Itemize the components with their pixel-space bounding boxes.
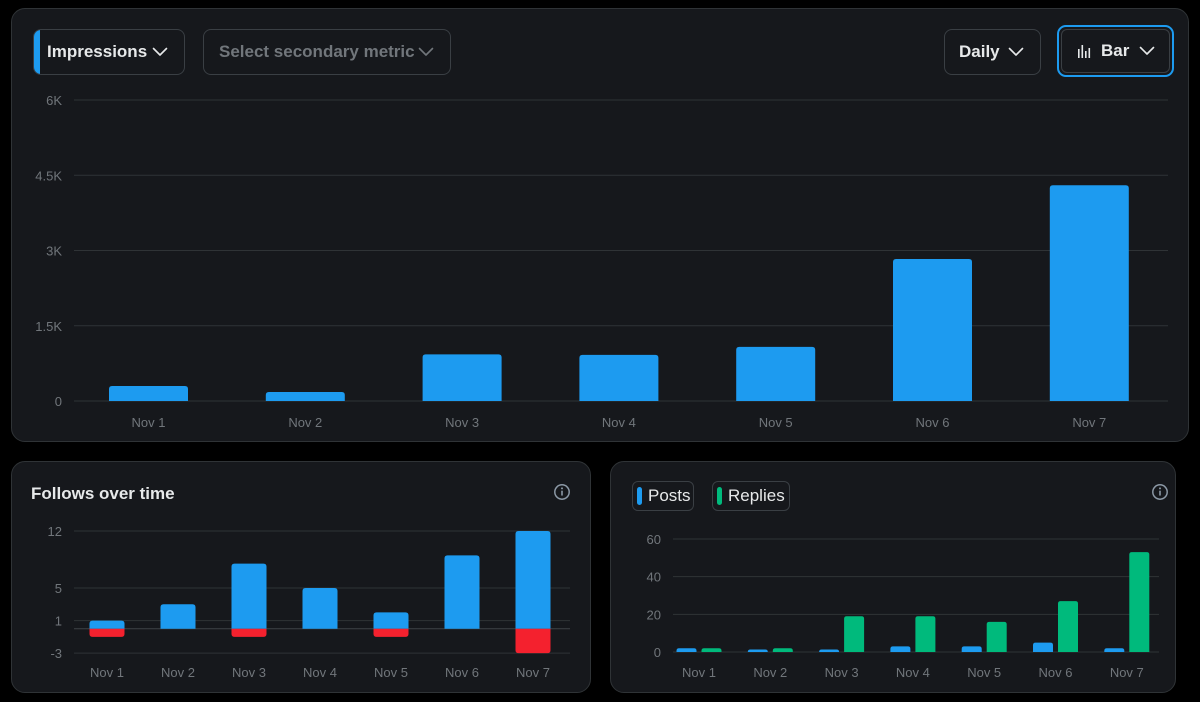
x-tick-label: Nov 1: [90, 665, 124, 680]
x-tick-label: Nov 2: [753, 665, 787, 680]
posts-bar: [1104, 648, 1125, 652]
x-tick-label: Nov 2: [288, 415, 322, 430]
posts-bar: [676, 648, 697, 652]
x-tick-label: Nov 6: [916, 415, 950, 430]
chevron-down-icon: [1008, 47, 1024, 57]
replies-bar: [701, 648, 722, 652]
follows-bar: [89, 620, 125, 629]
x-tick-label: Nov 3: [825, 665, 859, 680]
posts-replies-chart: 0 20 40 60 Nov 1 Nov 2 Nov 3 Nov 4 Nov 5 Nov 6 Nov…: [647, 532, 1159, 680]
follows-bar: [160, 604, 196, 629]
legend-posts-label: Posts: [648, 486, 691, 505]
info-icon[interactable]: [553, 483, 571, 501]
y-tick-label: 0: [654, 645, 661, 660]
bar-chart-icon: [1077, 44, 1091, 58]
x-tick-label: Nov 4: [602, 415, 636, 430]
impressions-bar: [1049, 185, 1129, 401]
replies-swatch: [717, 487, 722, 505]
interval-label: Daily: [959, 42, 1000, 61]
impressions-bar: [422, 354, 502, 401]
replies-bar: [915, 616, 936, 652]
x-tick-label: Nov 4: [896, 665, 930, 680]
follows-bar: [515, 531, 551, 629]
follows-bar: [231, 563, 267, 629]
legend-replies-toggle[interactable]: Replies: [712, 481, 790, 511]
legend-replies-label: Replies: [728, 486, 785, 505]
posts-bar: [1033, 642, 1053, 652]
impressions-panel: Impressions Select secondary metric Dail…: [11, 8, 1189, 442]
secondary-metric-dropdown[interactable]: Select secondary metric: [203, 29, 451, 75]
replies-bar: [986, 621, 1007, 652]
replies-bar: [1129, 552, 1150, 652]
x-tick-label: Nov 6: [445, 665, 479, 680]
unfollows-bar: [515, 628, 551, 654]
follows-chart: -3 1 5 12 Nov 1 Nov 2 Nov 3 Nov 4 Nov 5 Nov 6 Nov …: [48, 524, 570, 680]
y-tick-label: 20: [647, 607, 661, 622]
chevron-down-icon: [1139, 46, 1155, 56]
follows-bar: [302, 588, 338, 629]
x-tick-label: Nov 3: [445, 415, 479, 430]
chart-type-label: Bar: [1101, 41, 1130, 60]
y-tick-label: 60: [647, 532, 661, 547]
impressions-chart: 0 1.5K 3K 4.5K 6K Nov 1 Nov 2 Nov 3 Nov 4 Nov 5 No…: [35, 93, 1168, 430]
follows-bar: [444, 555, 480, 629]
chevron-down-icon: [152, 47, 168, 57]
impressions-bar: [109, 385, 188, 401]
x-tick-label: Nov 1: [682, 665, 716, 680]
impressions-bar: [736, 346, 816, 401]
posts-bar: [747, 649, 768, 652]
y-tick-label: 1.5K: [35, 319, 62, 334]
chevron-down-icon: [418, 47, 434, 57]
y-tick-label: 5: [55, 581, 62, 596]
x-tick-label: Nov 7: [1110, 665, 1144, 680]
impressions-bar: [265, 391, 345, 401]
x-tick-label: Nov 5: [374, 665, 408, 680]
unfollows-bar: [89, 628, 125, 637]
secondary-metric-placeholder: Select secondary metric: [219, 42, 415, 61]
legend-posts-toggle[interactable]: Posts: [632, 481, 694, 511]
replies-bar: [772, 648, 793, 652]
primary-metric-dropdown[interactable]: Impressions: [33, 29, 185, 75]
unfollows-bar: [231, 628, 267, 637]
x-tick-label: Nov 2: [161, 665, 195, 680]
posts-bar: [819, 649, 840, 652]
y-tick-label: 3K: [46, 244, 62, 259]
interval-dropdown[interactable]: Daily: [944, 29, 1041, 75]
y-tick-label: 4.5K: [35, 168, 62, 183]
replies-bar: [1058, 601, 1078, 652]
posts-replies-panel: Posts Replies 0 20 40 60 Nov 1 Nov 2 Nov 3 Nov …: [610, 461, 1176, 693]
x-tick-label: Nov 6: [1039, 665, 1073, 680]
y-tick-label: 1: [55, 614, 62, 629]
y-tick-label: 40: [647, 570, 661, 585]
x-tick-label: Nov 5: [967, 665, 1001, 680]
unfollows-bar: [373, 628, 409, 637]
x-tick-label: Nov 3: [232, 665, 266, 680]
posts-bar: [890, 646, 911, 652]
y-tick-label: 12: [48, 524, 62, 539]
primary-metric-label: Impressions: [47, 42, 148, 61]
x-tick-label: Nov 4: [303, 665, 337, 680]
info-icon[interactable]: [1151, 483, 1169, 501]
replies-bar: [844, 616, 865, 652]
impressions-bar: [579, 354, 659, 401]
metric-color-indicator: [34, 30, 40, 74]
chart-type-dropdown[interactable]: Bar: [1057, 25, 1174, 77]
y-tick-label: 0: [55, 394, 62, 409]
impressions-bar: [893, 259, 972, 401]
posts-bar: [961, 646, 982, 652]
posts-swatch: [637, 487, 642, 505]
follows-title: Follows over time: [31, 484, 175, 503]
follows-bar: [373, 612, 409, 629]
x-tick-label: Nov 7: [516, 665, 550, 680]
y-tick-label: -3: [50, 646, 62, 661]
x-tick-label: Nov 5: [759, 415, 793, 430]
follows-panel: Follows over time -3 1 5 12 Nov 1 Nov 2 Nov 3 N…: [11, 461, 591, 693]
y-tick-label: 6K: [46, 93, 62, 108]
x-tick-label: Nov 1: [132, 415, 166, 430]
x-tick-label: Nov 7: [1072, 415, 1106, 430]
